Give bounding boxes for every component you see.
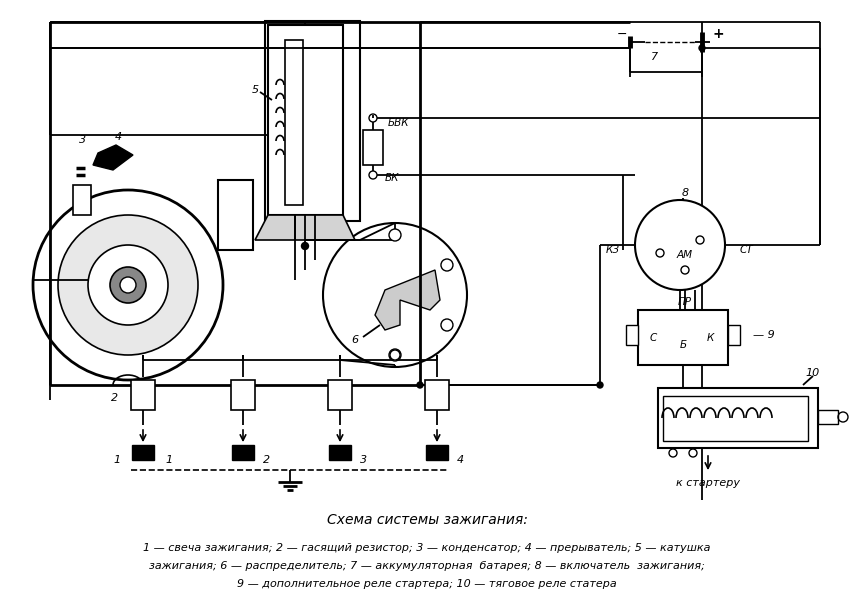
Circle shape <box>88 245 168 325</box>
Text: 3: 3 <box>79 135 86 145</box>
Bar <box>328 445 351 460</box>
Text: ВК: ВК <box>385 173 399 183</box>
Polygon shape <box>93 145 133 170</box>
Text: −: − <box>616 27 626 40</box>
Text: 1: 1 <box>165 455 172 465</box>
Text: Схема системы зажигания:: Схема системы зажигания: <box>326 513 527 527</box>
Bar <box>727 325 740 345</box>
Bar <box>662 396 807 441</box>
Bar <box>132 445 154 460</box>
Circle shape <box>596 382 602 388</box>
Text: КЗ: КЗ <box>606 245 619 255</box>
Circle shape <box>699 45 705 51</box>
Circle shape <box>416 382 422 388</box>
Text: 9 — дополнительное реле стартера; 10 — тяговое реле статера: 9 — дополнительное реле стартера; 10 — т… <box>237 579 616 589</box>
Text: +: + <box>711 27 723 41</box>
Circle shape <box>58 215 198 355</box>
Bar <box>328 380 351 410</box>
Circle shape <box>389 349 401 361</box>
Text: 7: 7 <box>651 52 658 62</box>
Circle shape <box>301 243 308 249</box>
Text: 5: 5 <box>251 85 258 95</box>
Text: — 9: — 9 <box>752 330 774 340</box>
Text: Б: Б <box>679 340 686 350</box>
Text: БВК: БВК <box>387 118 409 128</box>
Text: 2: 2 <box>263 455 270 465</box>
Circle shape <box>322 223 467 367</box>
Circle shape <box>635 200 724 290</box>
Bar <box>131 380 154 410</box>
Circle shape <box>440 319 452 331</box>
Bar <box>425 380 449 410</box>
Text: зажигания; 6 — распределитель; 7 — аккумуляторная  батарея; 8 — включатель  зажи: зажигания; 6 — распределитель; 7 — аккум… <box>149 561 704 571</box>
Bar <box>230 380 255 410</box>
Text: 2: 2 <box>111 393 118 403</box>
Circle shape <box>440 259 452 271</box>
Bar <box>817 410 837 424</box>
Text: СТ: СТ <box>740 245 752 255</box>
Text: 1 — свеча зажигания; 2 — гасящий резистор; 3 — конденсатор; 4 — прерыватель; 5 —: 1 — свеча зажигания; 2 — гасящий резисто… <box>143 543 710 553</box>
Bar <box>637 310 727 365</box>
Bar <box>426 445 448 460</box>
Text: ПР: ПР <box>677 297 691 307</box>
Text: 6: 6 <box>351 335 358 345</box>
Bar <box>285 40 303 205</box>
Circle shape <box>110 267 146 303</box>
Bar <box>363 130 382 165</box>
Text: 4: 4 <box>114 132 121 142</box>
Text: 10: 10 <box>805 368 819 378</box>
Bar <box>657 388 817 448</box>
Circle shape <box>33 190 223 380</box>
Text: К: К <box>705 333 713 343</box>
Bar <box>625 325 637 345</box>
Bar <box>232 445 253 460</box>
Circle shape <box>120 277 136 293</box>
Text: к стартеру: к стартеру <box>676 478 740 488</box>
Polygon shape <box>374 270 439 330</box>
Polygon shape <box>255 215 355 240</box>
Text: 1: 1 <box>113 455 121 465</box>
Text: 8: 8 <box>681 188 688 198</box>
Text: АМ: АМ <box>676 250 693 260</box>
Text: С: С <box>648 333 656 343</box>
Bar <box>268 25 343 215</box>
Bar <box>264 21 360 221</box>
Bar <box>218 180 252 250</box>
Text: 3: 3 <box>360 455 367 465</box>
Circle shape <box>389 229 401 241</box>
Text: 4: 4 <box>456 455 463 465</box>
Bar <box>73 185 91 215</box>
